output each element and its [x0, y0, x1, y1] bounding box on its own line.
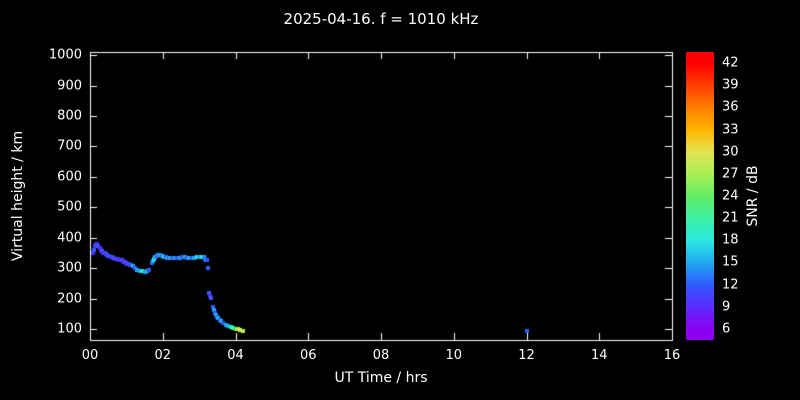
y-tick-label: 400	[57, 230, 82, 246]
x-tick-label: 06	[299, 348, 317, 363]
x-tick-label: 02	[154, 348, 172, 363]
y-tick-label: 700	[57, 138, 82, 154]
colorbar-tick-label: 9	[722, 299, 731, 315]
colorbar-tick-label: 33	[722, 122, 739, 138]
y-tick-label: 1000	[48, 47, 82, 63]
y-tick-label: 900	[57, 78, 82, 94]
x-tick-label: 08	[372, 348, 390, 363]
x-tick-label: 00	[81, 348, 99, 363]
colorbar-tick-label: 30	[722, 144, 739, 160]
colorbar-tick-label: 15	[722, 254, 739, 270]
y-tick-label: 100	[57, 321, 82, 337]
x-tick-label: 14	[590, 348, 608, 363]
y-tick-label: 300	[57, 260, 82, 276]
colorbar-tick-label: 39	[722, 77, 739, 93]
colorbar-tick-label: 6	[722, 321, 731, 337]
y-tick-label: 600	[57, 169, 82, 185]
x-tick-label: 04	[227, 348, 244, 363]
y-tick-label: 200	[57, 291, 82, 307]
colorbar-tick-label: 27	[722, 166, 739, 182]
x-tick-label: 12	[518, 348, 535, 363]
colorbar-tick-label: 36	[722, 99, 739, 115]
colorbar-tick-label: 21	[722, 210, 739, 226]
colorbar-tick-label: 18	[722, 232, 739, 248]
x-tick-label: 16	[663, 348, 681, 363]
y-tick-label: 500	[57, 199, 82, 215]
x-tick-label: 10	[445, 348, 463, 363]
y-tick-label: 800	[57, 108, 82, 124]
colorbar-tick-label: 12	[722, 277, 739, 293]
colorbar-tick-label: 24	[722, 188, 739, 204]
colorbar-tick-label: 42	[722, 55, 739, 71]
